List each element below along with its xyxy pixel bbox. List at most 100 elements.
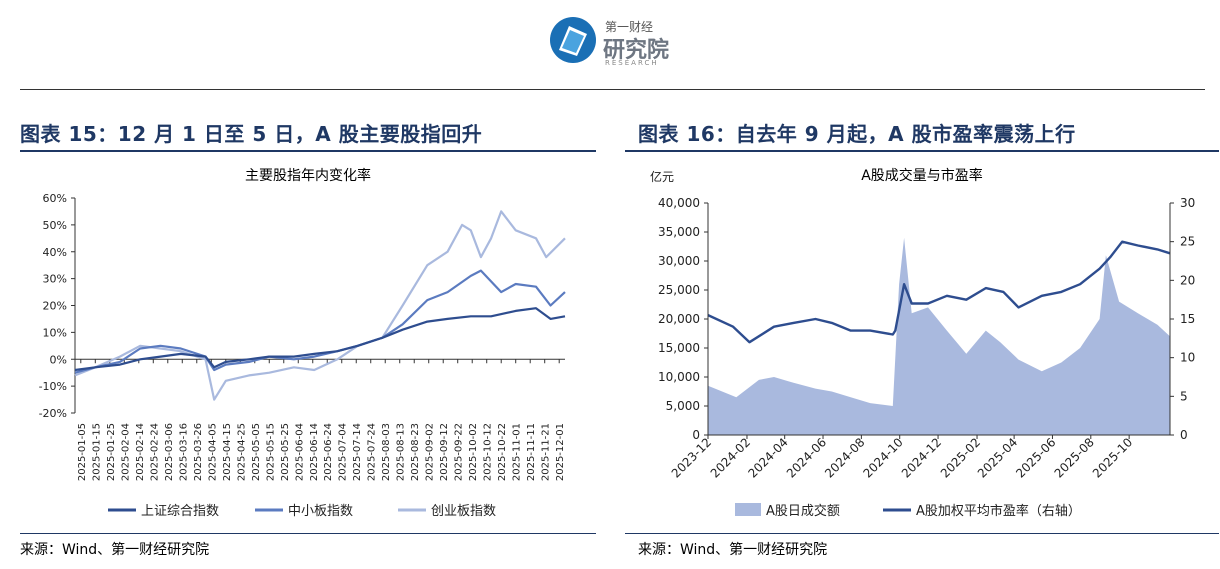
right-legend-label: A股日成交额 [766,503,840,519]
right-chart-title: A股成交量与市盈率 [861,168,983,184]
left-y-tick-label: 10% [43,326,67,339]
left-x-tick-label: 2025-04-05 [207,423,218,481]
right-y2-tick-label: 20 [1180,273,1195,287]
right-x-tick-label: 2024-04 [745,435,790,480]
right-x-tick-label: 2025-04 [975,435,1020,480]
left-legend-label: 上证综合指数 [141,504,219,519]
left-x-tick-label: 2025-01-25 [106,423,117,481]
left-x-tick-label: 2025-05-25 [280,423,291,481]
left-series-line [74,210,566,401]
left-x-tick-label: 2025-06-14 [309,423,320,481]
right-x-tick-label: 2025-10 [1090,435,1135,480]
right-x-tick-label: 2025-08 [1052,435,1097,480]
left-y-tick-label: -10% [39,380,67,393]
right-legend-label: A股加权平均市盈率（右轴） [916,503,1081,519]
right-title-rule [625,150,1219,152]
left-chart: 60%50%40%30%20%10%0%-10%-20% 2025-01-05 2… [39,192,567,519]
logo-top-text: 第一财经 [605,20,654,34]
left-legend-label: 中小板指数 [288,504,353,519]
left-x-tick-label: 2025-07-04 [338,423,349,481]
left-x-tick-label: 2025-07-14 [352,423,363,481]
right-y-tick-label: 10,000 [658,370,700,384]
left-x-tick-label: 2025-05-15 [265,423,276,481]
left-x-tick-label: 2025-09-22 [454,423,465,481]
left-x-tick-label: 2025-03-26 [193,423,204,481]
header-rule [20,89,1205,90]
right-y-tick-label: 0 [692,428,700,442]
right-source: 来源：Wind、第一财经研究院 [638,542,828,558]
right-y-tick-label: 25,000 [658,283,700,297]
left-title-rule [20,150,596,152]
left-x-tick-label: 2025-07-24 [367,423,378,481]
right-y-tick-label: 20,000 [658,312,700,326]
left-x-tick-label: 2025-08-03 [381,423,392,481]
left-x-tick-label: 2025-11-11 [526,423,537,481]
left-y-tick-label: 60% [43,192,67,205]
left-x-tick-label: 2025-06-24 [323,423,334,481]
right-y2-tick-label: 15 [1180,312,1195,326]
left-legend-label: 创业板指数 [431,504,496,519]
right-y-tick-label: 15,000 [658,341,700,355]
right-volume-area [708,237,1170,435]
left-source: 来源：Wind、第一财经研究院 [20,542,210,558]
right-y2-tick-label: 30 [1180,196,1195,210]
left-x-tick-label: 2025-02-24 [149,423,160,481]
right-x-tick-label: 2024-10 [860,435,905,480]
left-x-tick-label: 2025-11-21 [541,423,552,481]
right-x-tick-label: 2025-06 [1013,435,1058,480]
left-x-tick-label: 2025-01-15 [91,423,102,481]
left-x-tick-label: 2025-02-04 [120,423,131,481]
left-x-tick-label: 2025-12-01 [555,423,566,481]
left-x-tick-label: 2025-03-16 [178,423,189,481]
left-chart-title: 主要股指年内变化率 [245,168,371,184]
logo: 第一财经 研究院 RESEARCH [545,12,690,72]
left-x-tick-label: 2025-04-25 [236,423,247,481]
right-legend-swatch-area [735,503,761,516]
right-x-tick-label: 2024-06 [784,435,829,480]
logo-sub-text: RESEARCH [605,59,659,67]
left-x-tick-label: 2025-10-12 [483,423,494,481]
left-figure-title: 图表 15：12 月 1 日至 5 日，A 股主要股指回升 [20,122,483,146]
left-x-tick-label: 2025-09-02 [425,423,436,481]
left-series-line [74,307,566,372]
left-x-tick-label: 2025-08-23 [410,423,421,481]
left-x-tick-label: 2025-10-22 [497,423,508,481]
left-y-tick-label: 50% [43,219,67,232]
right-y2-tick-label: 25 [1180,235,1195,249]
right-pe-line [707,240,1171,344]
right-x-tick-label: 2024-02 [708,435,753,480]
right-y-tick-label: 40,000 [658,196,700,210]
right-y2-tick-label: 0 [1180,428,1188,442]
left-x-tick-label: 2025-03-06 [164,423,175,481]
right-y2-tick-label: 5 [1180,389,1188,403]
left-x-tick-label: 2025-06-04 [294,423,305,481]
right-y2-tick-label: 10 [1180,351,1195,365]
left-x-tick-label: 2025-02-14 [135,423,146,481]
right-y-unit-label: 亿元 [650,169,674,184]
right-y-tick-label: 30,000 [658,254,700,268]
right-x-tick-label: 2025-02 [938,435,983,480]
right-x-tick-label: 2024-12 [899,435,944,480]
right-figure-title: 图表 16：自去年 9 月起，A 股市盈率震荡上行 [638,122,1076,146]
left-y-tick-label: 20% [43,300,67,313]
left-y-tick-label: 30% [43,273,67,286]
left-x-tick-label: 2025-08-13 [396,423,407,481]
left-y-tick-label: 0% [50,353,67,366]
right-chart: 亿元 40,000 35,000 30,000 25,000 20,000 15,000 1… [650,169,1195,519]
left-x-tick-label: 2025-05-05 [251,423,262,481]
right-y-tick-label: 35,000 [658,225,700,239]
logo-main-text: 研究院 [603,38,670,63]
right-x-tick-label: 2023-12 [669,435,714,480]
logo-mark-icon [550,17,596,63]
left-series-line [74,269,566,374]
left-y-tick-label: -20% [39,407,67,420]
right-x-tick-label: 2024-08 [822,435,867,480]
left-x-tick-label: 2025-01-05 [77,423,88,481]
right-y-tick-label: 5,000 [666,399,700,413]
left-x-tick-label: 2025-10-02 [468,423,479,481]
left-x-tick-label: 2025-09-12 [439,423,450,481]
left-source-rule [20,533,596,534]
right-source-rule [625,533,1219,534]
left-x-tick-label: 2025-04-15 [222,423,233,481]
left-y-tick-label: 40% [43,246,67,259]
